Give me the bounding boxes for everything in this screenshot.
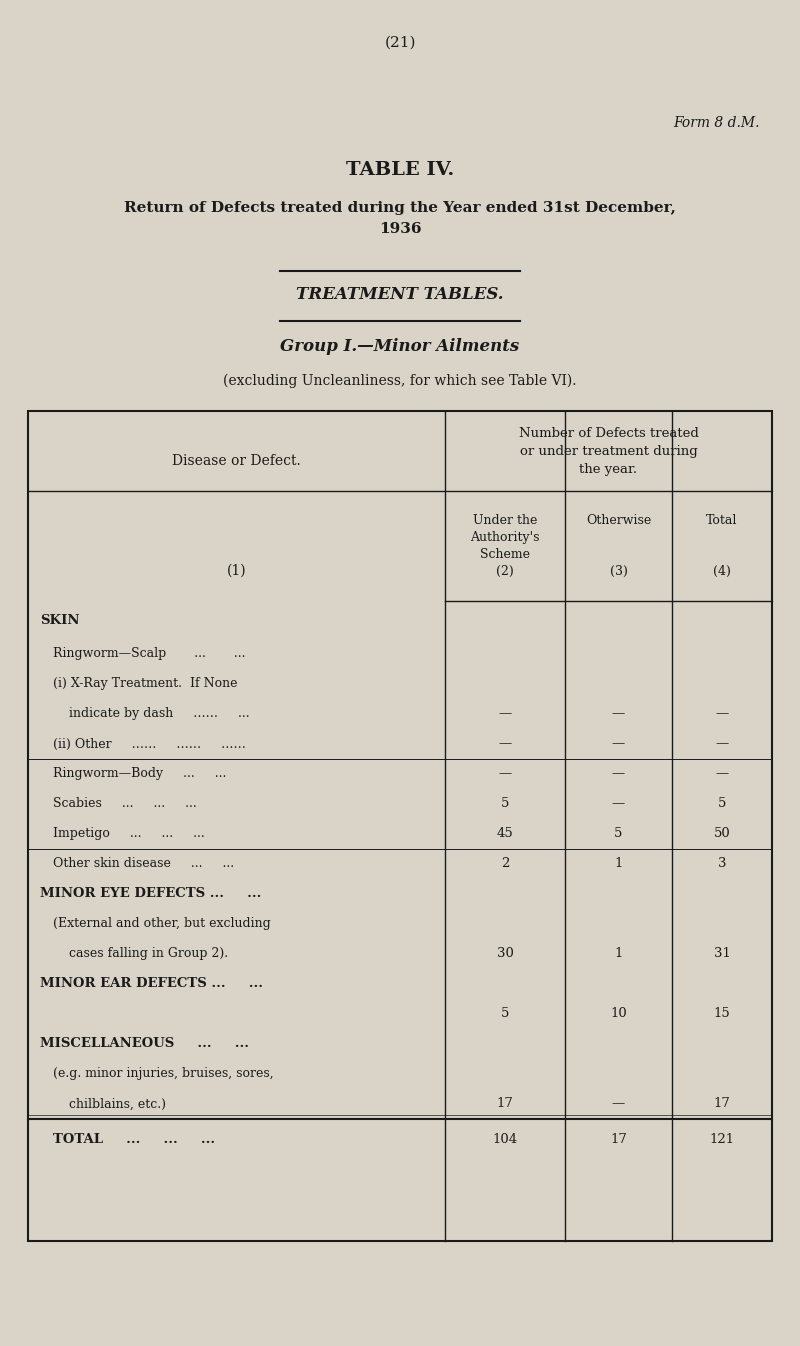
Text: 1: 1 (614, 857, 622, 871)
Text: 10: 10 (610, 1008, 627, 1020)
Text: —: — (498, 738, 512, 751)
Text: Scabies     ...     ...     ...: Scabies ... ... ... (53, 797, 197, 810)
Text: —: — (715, 767, 729, 781)
Text: (ii) Other     ……     ……     ……: (ii) Other …… …… …… (53, 738, 246, 751)
Text: Ringworm—Scalp       ...       ...: Ringworm—Scalp ... ... (53, 647, 246, 661)
Text: 30: 30 (497, 948, 514, 961)
Text: Other skin disease     ...     ...: Other skin disease ... ... (53, 857, 234, 871)
Text: —: — (715, 738, 729, 751)
Text: 17: 17 (610, 1133, 627, 1147)
Text: Return of Defects treated during the Year ended 31st December,
1936: Return of Defects treated during the Yea… (124, 201, 676, 236)
Text: 1: 1 (614, 948, 622, 961)
Text: MISCELLANEOUS     ...     ...: MISCELLANEOUS ... ... (40, 1038, 249, 1050)
Text: 5: 5 (501, 1008, 509, 1020)
Text: (excluding Uncleanliness, for which see Table VI).: (excluding Uncleanliness, for which see … (223, 374, 577, 389)
Text: chilblains, etc.): chilblains, etc.) (53, 1097, 166, 1110)
Text: 104: 104 (493, 1133, 518, 1147)
Text: TOTAL     ...     ...     ...: TOTAL ... ... ... (53, 1133, 215, 1147)
Text: Under the
Authority's
Scheme
(2): Under the Authority's Scheme (2) (470, 514, 540, 577)
Text: cases falling in Group 2).: cases falling in Group 2). (53, 948, 228, 961)
Text: 5: 5 (501, 797, 509, 810)
Text: Total


(4): Total (4) (706, 514, 738, 577)
Text: Disease or Defect.: Disease or Defect. (172, 454, 301, 468)
Text: Ringworm—Body     ...     ...: Ringworm—Body ... ... (53, 767, 226, 781)
Text: (i) X-Ray Treatment.  If None: (i) X-Ray Treatment. If None (53, 677, 238, 690)
Text: —: — (498, 708, 512, 720)
Text: —: — (498, 767, 512, 781)
Text: 3: 3 (718, 857, 726, 871)
Text: TREATMENT TABLES.: TREATMENT TABLES. (296, 285, 504, 303)
Text: —: — (612, 738, 625, 751)
Text: indicate by dash     ……     ...: indicate by dash …… ... (53, 708, 250, 720)
Text: TABLE IV.: TABLE IV. (346, 162, 454, 179)
Text: Form 8 d.M.: Form 8 d.M. (674, 116, 760, 131)
Text: —: — (612, 767, 625, 781)
Text: MINOR EYE DEFECTS ...     ...: MINOR EYE DEFECTS ... ... (40, 887, 262, 900)
Text: (21): (21) (384, 36, 416, 50)
Text: 15: 15 (714, 1008, 730, 1020)
Text: MINOR EAR DEFECTS ...     ...: MINOR EAR DEFECTS ... ... (40, 977, 263, 991)
Text: 50: 50 (714, 828, 730, 840)
Text: Number of Defects treated
or under treatment during
the year.: Number of Defects treated or under treat… (518, 427, 698, 475)
Text: (1): (1) (226, 564, 246, 577)
Text: 45: 45 (497, 828, 514, 840)
Text: Impetigo     ...     ...     ...: Impetigo ... ... ... (53, 828, 205, 840)
Text: 2: 2 (501, 857, 509, 871)
Text: 17: 17 (497, 1097, 514, 1110)
Text: 5: 5 (718, 797, 726, 810)
Text: 17: 17 (714, 1097, 730, 1110)
Text: (e.g. minor injuries, bruises, sores,: (e.g. minor injuries, bruises, sores, (53, 1067, 274, 1081)
Text: —: — (612, 708, 625, 720)
Text: —: — (715, 708, 729, 720)
Text: 31: 31 (714, 948, 730, 961)
Text: (External and other, but excluding: (External and other, but excluding (53, 918, 270, 930)
Text: SKIN: SKIN (40, 614, 79, 626)
Text: 5: 5 (614, 828, 622, 840)
Text: Group I.—Minor Ailments: Group I.—Minor Ailments (280, 338, 520, 355)
Text: 121: 121 (710, 1133, 734, 1147)
Text: Otherwise


(3): Otherwise (3) (586, 514, 651, 577)
Text: —: — (612, 797, 625, 810)
Bar (28, 411, 772, 1241)
Text: —: — (612, 1097, 625, 1110)
